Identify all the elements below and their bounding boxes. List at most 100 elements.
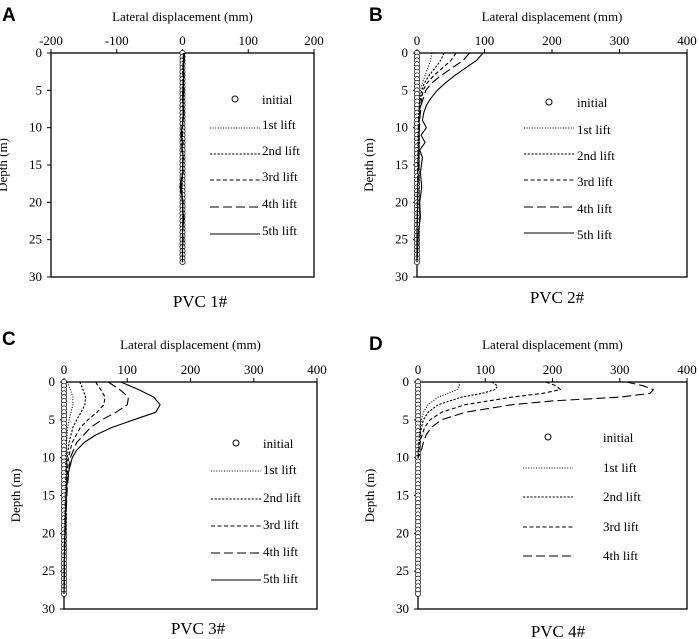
legend-label-lift1: 1st lift [263,462,297,477]
panel-caption: PVC 3# [171,619,226,638]
y-tick-label: 25 [42,563,55,578]
initial-marker [415,590,421,597]
legend-label-lift1: 1st lift [603,460,637,475]
y-tick-label: 15 [29,157,42,172]
y-tick-label: 15 [395,157,408,172]
y-tick-label: 10 [29,120,42,135]
series-line-5th-lift [63,381,161,594]
x-tick-label: -200 [39,33,63,48]
legend: initial 1st lift 2nd lift 3rd lift 4th lift 5… [524,95,615,242]
legend-label-initial: initial [577,95,608,110]
series-line-1st-lift [417,381,461,458]
x-tick-label: 200 [543,362,563,377]
y-tick-label: 5 [403,412,410,427]
y-tick-label: 15 [42,488,55,503]
y-axis-title: Depth (m) [8,469,23,523]
series-line-1st-lift [416,52,433,263]
x-tick-label: 200 [304,33,324,48]
panel-letter: B [369,5,383,26]
y-tick-label: 30 [395,269,408,284]
series-line-4th-lift [416,52,471,263]
y-tick-label: 10 [396,450,409,465]
y-axis-title: Depth (m) [0,138,10,192]
y-tick-label: 10 [42,450,55,465]
x-tick-label: 100 [475,33,495,48]
y-tick-label: 0 [402,45,409,60]
chart-panel-d: D Lateral displacement (mm)Depth (m)0 100 2… [362,334,697,639]
legend-label-initial: initial [263,436,294,451]
legend: initial 1st lift 2nd lift 3rd lift 4th lift 5… [210,92,300,238]
x-tick-label: 200 [542,33,562,48]
x-tick-label: 0 [61,362,68,377]
legend-label-lift2: 2nd lift [263,490,301,505]
plot-frame [417,381,688,610]
x-tick-label: 300 [610,362,630,377]
legend-label-lift4: 4th lift [603,548,638,563]
panel-letter: C [2,329,16,350]
figure-panels: A Lateral displacement (mm) Depth (m) -200 -… [0,5,697,639]
y-tick-label: 25 [395,232,408,247]
y-tick-label: 20 [396,525,409,540]
series-line-5th-lift [179,52,186,263]
y-tick-label: 25 [396,563,409,578]
x-tick-label: 0 [414,33,421,48]
x-tick-label: 100 [239,33,259,48]
panel-caption: PVC 2# [530,288,585,307]
series-line-3rd-lift [417,381,562,458]
legend-label-lift2: 2nd lift [603,489,641,504]
y-tick-label: 0 [49,374,56,389]
y-tick-label: 0 [36,45,43,60]
series-line-4th-lift [63,381,130,594]
legend-label-lift1: 1st lift [577,122,611,137]
legend-label-lift3: 3rd lift [603,519,639,534]
panel-caption: PVC 4# [531,622,586,639]
series-line-3rd-lift [63,381,106,594]
legend-label-lift2: 2nd lift [262,143,300,158]
chart-panel-a: A Lateral displacement (mm) Depth (m) -200 -… [0,5,324,311]
series-line-1st-lift [63,381,74,594]
legend-initial-marker [544,433,552,441]
x-tick-label: 400 [677,33,697,48]
x-tick-label: -100 [105,33,129,48]
x-axis-title: Lateral displacement (mm) [482,9,623,24]
legend-label-lift5: 5th lift [262,223,297,238]
legend: initial 1st lift 2nd lift 3rd lift 4th lift 5… [211,436,301,586]
y-tick-label: 5 [36,82,43,97]
legend-initial-marker [231,95,239,103]
x-axis-title: Lateral displacement (mm) [112,9,253,24]
legend-label-initial: initial [262,92,293,107]
y-tick-label: 30 [29,269,42,284]
x-axis-title: Lateral displacement (mm) [482,337,623,352]
y-tick-label: 15 [396,488,409,503]
x-tick-label: 400 [307,362,327,377]
panel-caption: PVC 1# [173,292,228,311]
legend-label-lift2: 2nd lift [577,148,615,163]
y-tick-label: 20 [42,525,55,540]
legend-label-lift3: 3rd lift [577,174,613,189]
x-tick-label: 0 [179,33,186,48]
chart-panel-c: C Lateral displacement (mm)Depth (m)0 100 2… [2,329,327,638]
x-tick-label: 400 [677,362,697,377]
series-line-4th-lift [417,381,654,458]
y-tick-label: 10 [395,120,408,135]
x-tick-label: 100 [476,362,496,377]
y-tick-label: 5 [402,82,409,97]
legend-label-lift3: 3rd lift [262,169,298,184]
legend-label-lift1: 1st lift [262,117,296,132]
series-line-2nd-lift [416,52,445,263]
x-axis-title: Lateral displacement (mm) [120,337,261,352]
series-line-5th-lift [416,52,484,263]
legend-initial-marker [232,439,240,447]
chart-panel-b: B Lateral displacement (mm)Depth (m)0 100 2… [361,5,697,307]
legend-label-lift4: 4th lift [263,544,298,559]
legend-label-initial: initial [603,430,634,445]
legend: initial 1st lift 2nd lift 3rd lift 4th lift [523,430,641,563]
legend-label-lift4: 4th lift [262,196,297,211]
y-tick-label: 20 [395,194,408,209]
panel-letter: A [2,5,16,26]
y-axis-title: Depth (m) [361,138,376,192]
legend-label-lift5: 5th lift [577,227,612,242]
x-tick-label: 100 [118,362,138,377]
y-axis-title: Depth (m) [362,469,377,523]
